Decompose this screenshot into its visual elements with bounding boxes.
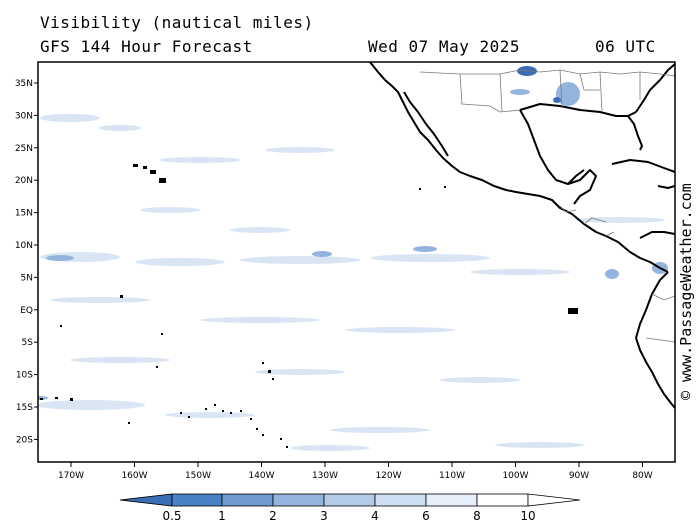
lat-label: 5S: [22, 338, 34, 348]
map-frame: [37, 61, 676, 463]
lon-label: 130W: [312, 471, 338, 481]
islands: [40, 164, 578, 448]
forecast-date: Wed 07 May 2025: [368, 37, 520, 56]
colorbar-level-label: 0.5: [162, 509, 182, 523]
colorbar: [119, 493, 581, 507]
visibility-patches: [38, 114, 665, 451]
credit-text: © www.PassageWeather.com: [677, 183, 695, 400]
visibility-patches-medium: [38, 82, 668, 400]
borders: [419, 69, 675, 343]
lat-label: 20S: [16, 435, 33, 445]
lat-label: 35N: [15, 79, 33, 89]
forecast-subtitle: GFS 144 Hour Forecast: [40, 37, 253, 56]
forecast-time: 06 UTC: [595, 37, 656, 56]
colorbar-segment: [425, 493, 478, 507]
lon-label: 160W: [121, 471, 147, 481]
colorbar-segment: [272, 493, 325, 507]
colorbar-level-label: 8: [473, 509, 481, 523]
lat-label: 15S: [16, 403, 33, 413]
colorbar-segment: [171, 493, 223, 507]
lon-label: 170W: [58, 471, 84, 481]
colorbar-level-label: 4: [371, 509, 379, 523]
lon-label: 140W: [248, 471, 274, 481]
lat-label: 15N: [15, 209, 33, 219]
colorbar-segment: [221, 493, 274, 507]
colorbar-segment: [374, 493, 427, 507]
lon-label: 80W: [632, 471, 652, 481]
colorbar-low-extension: [119, 493, 173, 507]
colorbar-level-label: 6: [422, 509, 430, 523]
longitude-axis: 170W 160W 150W 140W 130W 120W 110W 100W 90W 80W: [58, 462, 653, 481]
colorbar-segment: [476, 493, 529, 507]
colorbar-level-label: 3: [320, 509, 328, 523]
latitude-axis: 35N 30N 25N 20N 15N 10N 5N EQ 5S 10S 15S 20S: [15, 79, 38, 445]
lat-label: 10N: [15, 241, 33, 251]
colorbar-level-label: 1: [218, 509, 226, 523]
lat-label: 20N: [15, 176, 33, 186]
colorbar-high-extension: [527, 493, 581, 507]
map-title: Visibility (nautical miles): [40, 13, 314, 32]
colorbar-segment: [323, 493, 376, 507]
lat-label: 30N: [15, 111, 33, 121]
lat-label: 10S: [16, 371, 33, 381]
lat-label: 25N: [15, 144, 33, 154]
lon-label: 90W: [569, 471, 589, 481]
colorbar-level-label: 10: [520, 509, 536, 523]
lon-label: 150W: [185, 471, 211, 481]
colorbar-level-label: 2: [269, 509, 277, 523]
lat-label: EQ: [20, 306, 33, 316]
lon-label: 100W: [502, 471, 528, 481]
lat-label: 5N: [21, 273, 33, 283]
lon-label: 110W: [439, 471, 465, 481]
lon-label: 120W: [375, 471, 401, 481]
